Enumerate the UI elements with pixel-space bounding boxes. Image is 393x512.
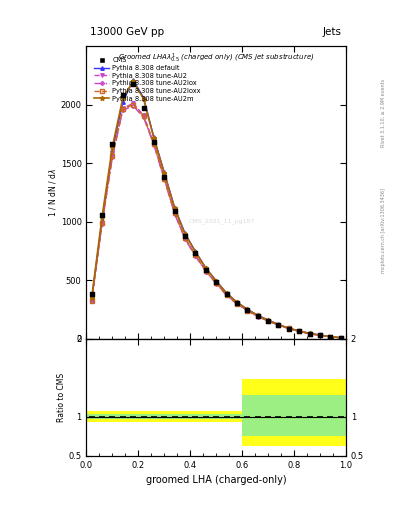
Point — [255, 312, 261, 320]
Point — [130, 79, 136, 88]
Point — [317, 331, 323, 339]
Point — [140, 104, 147, 112]
Legend: CMS, Pythia 8.308 default, Pythia 8.308 tune-AU2, Pythia 8.308 tune-AU2lox, Pyth: CMS, Pythia 8.308 default, Pythia 8.308 … — [92, 55, 203, 103]
Point — [99, 210, 105, 219]
Point — [275, 321, 281, 329]
Point — [182, 231, 188, 240]
Text: Jets: Jets — [323, 27, 342, 37]
Y-axis label: Ratio to CMS: Ratio to CMS — [57, 373, 66, 422]
Point — [338, 334, 344, 342]
X-axis label: groomed LHA (charged-only): groomed LHA (charged-only) — [146, 475, 286, 485]
Point — [88, 290, 95, 298]
Point — [203, 266, 209, 274]
Point — [265, 316, 271, 325]
Text: Groomed LHA$\lambda^{1}_{0.5}$ (charged only) (CMS jet substructure): Groomed LHA$\lambda^{1}_{0.5}$ (charged … — [118, 52, 314, 65]
Point — [327, 333, 333, 341]
Point — [286, 325, 292, 333]
Point — [213, 278, 219, 286]
Point — [244, 306, 250, 314]
Text: CMS_2021_11_pg187: CMS_2021_11_pg187 — [188, 219, 254, 224]
Point — [234, 299, 240, 307]
Point — [307, 330, 313, 338]
Point — [223, 290, 230, 298]
Y-axis label: 1 / $\mathregular{N}$ d$\mathregular{N}$ / d$\lambda$: 1 / $\mathregular{N}$ d$\mathregular{N}$… — [47, 168, 58, 217]
Point — [151, 138, 157, 146]
Text: Rivet 3.1.10, ≥ 2.9M events: Rivet 3.1.10, ≥ 2.9M events — [381, 78, 386, 147]
Point — [119, 91, 126, 99]
Point — [109, 140, 116, 148]
Text: mcplots.cern.ch [arXiv:1306.3436]: mcplots.cern.ch [arXiv:1306.3436] — [381, 188, 386, 273]
Point — [296, 327, 302, 335]
Point — [171, 207, 178, 215]
Point — [192, 249, 198, 258]
Text: 13000 GeV pp: 13000 GeV pp — [90, 27, 165, 37]
Point — [161, 173, 167, 181]
